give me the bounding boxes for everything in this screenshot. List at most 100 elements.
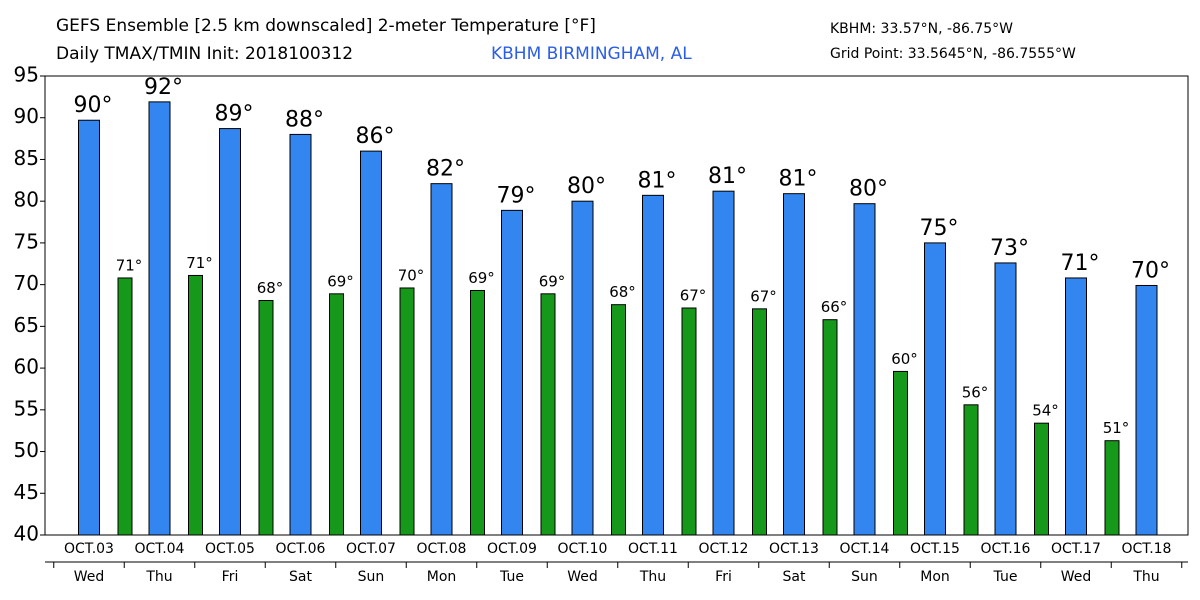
bar: [822, 319, 838, 536]
bar: [117, 277, 133, 536]
value-label: 70°: [1131, 258, 1170, 283]
value-label: 71°: [1061, 251, 1100, 276]
bar: [289, 133, 312, 536]
value-label: 69°: [327, 272, 354, 290]
weekday-label: Mon: [427, 569, 457, 585]
weekday-label: Fri: [222, 569, 239, 585]
y-tick-label: 85: [14, 146, 39, 170]
x-tick-label: OCT.12: [699, 541, 749, 557]
station-name: KBHM BIRMINGHAM, AL: [491, 44, 692, 64]
x-tick-label: OCT.10: [558, 541, 608, 557]
y-tick-label: 70: [14, 271, 39, 295]
x-tick-label: OCT.08: [417, 541, 467, 557]
y-tick-label: 55: [14, 396, 39, 420]
bar: [1104, 440, 1120, 536]
bar: [893, 370, 908, 536]
y-tick-label: 45: [14, 480, 39, 504]
bar: [924, 242, 946, 536]
station-coords: KBHM: 33.57°N, -86.75°W: [830, 21, 1013, 37]
value-label: 68°: [257, 279, 284, 297]
y-tick-label: 80: [14, 188, 39, 212]
bar: [642, 194, 664, 536]
bar: [611, 304, 626, 536]
bar: [188, 274, 203, 536]
weekday-label: Mon: [920, 569, 950, 585]
x-tick-label: OCT.17: [1051, 541, 1101, 557]
chart-subtitle: Daily TMAX/TMIN Init: 2018100312: [56, 44, 353, 64]
bar: [258, 299, 274, 536]
weekday-label: Fri: [715, 569, 732, 585]
value-label: 67°: [750, 287, 777, 305]
x-tick-label: OCT.11: [628, 541, 678, 557]
x-tick-label: OCT.09: [487, 541, 537, 557]
value-label: 86°: [356, 124, 395, 149]
value-label: 81°: [708, 164, 747, 189]
weekday-label: Thu: [639, 569, 666, 585]
bar: [540, 293, 556, 536]
value-label: 81°: [779, 167, 818, 192]
weekday-label: Tue: [993, 569, 1018, 585]
bar: [963, 404, 979, 536]
x-tick-label: OCT.04: [135, 541, 185, 557]
weekday-label: Wed: [567, 569, 598, 585]
bar: [712, 190, 735, 536]
bar: [752, 308, 767, 536]
value-label: 89°: [215, 102, 254, 127]
weekday-label: Thu: [1132, 569, 1159, 585]
bar: [501, 209, 523, 536]
x-tick-label: OCT.06: [276, 541, 326, 557]
weekday-label: Wed: [1061, 569, 1092, 585]
weekday-label: Tue: [499, 569, 524, 585]
bar: [78, 119, 100, 536]
value-label: 73°: [990, 236, 1029, 261]
y-tick-label: 95: [14, 63, 39, 87]
value-label: 80°: [849, 177, 888, 202]
x-tick-label: OCT.07: [346, 541, 396, 557]
x-tick-label: OCT.14: [840, 541, 890, 557]
bar: [470, 289, 485, 536]
bar: [219, 128, 241, 536]
value-label: 51°: [1103, 419, 1130, 437]
y-tick-label: 65: [14, 313, 39, 337]
value-label: 90°: [74, 93, 113, 118]
weekday-label: Sun: [851, 569, 878, 585]
bar: [360, 150, 382, 536]
value-label: 69°: [539, 272, 566, 290]
chart-title: GEFS Ensemble [2.5 km downscaled] 2-mete…: [56, 16, 596, 36]
weekday-label: Sat: [289, 569, 312, 585]
bar: [1034, 422, 1049, 536]
y-tick-label: 60: [14, 355, 39, 379]
value-label: 68°: [609, 283, 636, 301]
bar: [399, 287, 415, 536]
value-label: 79°: [497, 183, 536, 208]
y-tick-label: 50: [14, 438, 39, 462]
value-label: 56°: [962, 383, 989, 401]
value-label: 71°: [186, 254, 213, 272]
value-label: 67°: [680, 287, 707, 305]
bar: [571, 200, 594, 536]
bar: [994, 262, 1017, 536]
value-label: 54°: [1032, 402, 1059, 420]
bar: [853, 203, 876, 536]
value-label: 75°: [920, 216, 959, 241]
value-label: 80°: [567, 174, 606, 199]
y-tick-label: 40: [14, 522, 39, 546]
x-tick-label: OCT.15: [910, 541, 960, 557]
weekday-label: Sat: [783, 569, 806, 585]
value-label: 60°: [891, 350, 918, 368]
x-tick-label: OCT.16: [981, 541, 1031, 557]
weekday-label: Wed: [74, 569, 105, 585]
grid-point: Grid Point: 33.5645°N, -86.7555°W: [830, 46, 1076, 62]
bar: [681, 307, 697, 536]
weekday-label: Thu: [145, 569, 172, 585]
value-label: 66°: [821, 298, 848, 316]
bar: [783, 193, 805, 536]
x-tick-label: OCT.05: [205, 541, 255, 557]
y-tick-label: 90: [14, 104, 39, 128]
value-label: 69°: [468, 269, 495, 287]
bar: [329, 293, 344, 536]
value-label: 81°: [638, 168, 677, 193]
value-label: 82°: [426, 157, 465, 182]
value-label: 88°: [285, 107, 324, 132]
